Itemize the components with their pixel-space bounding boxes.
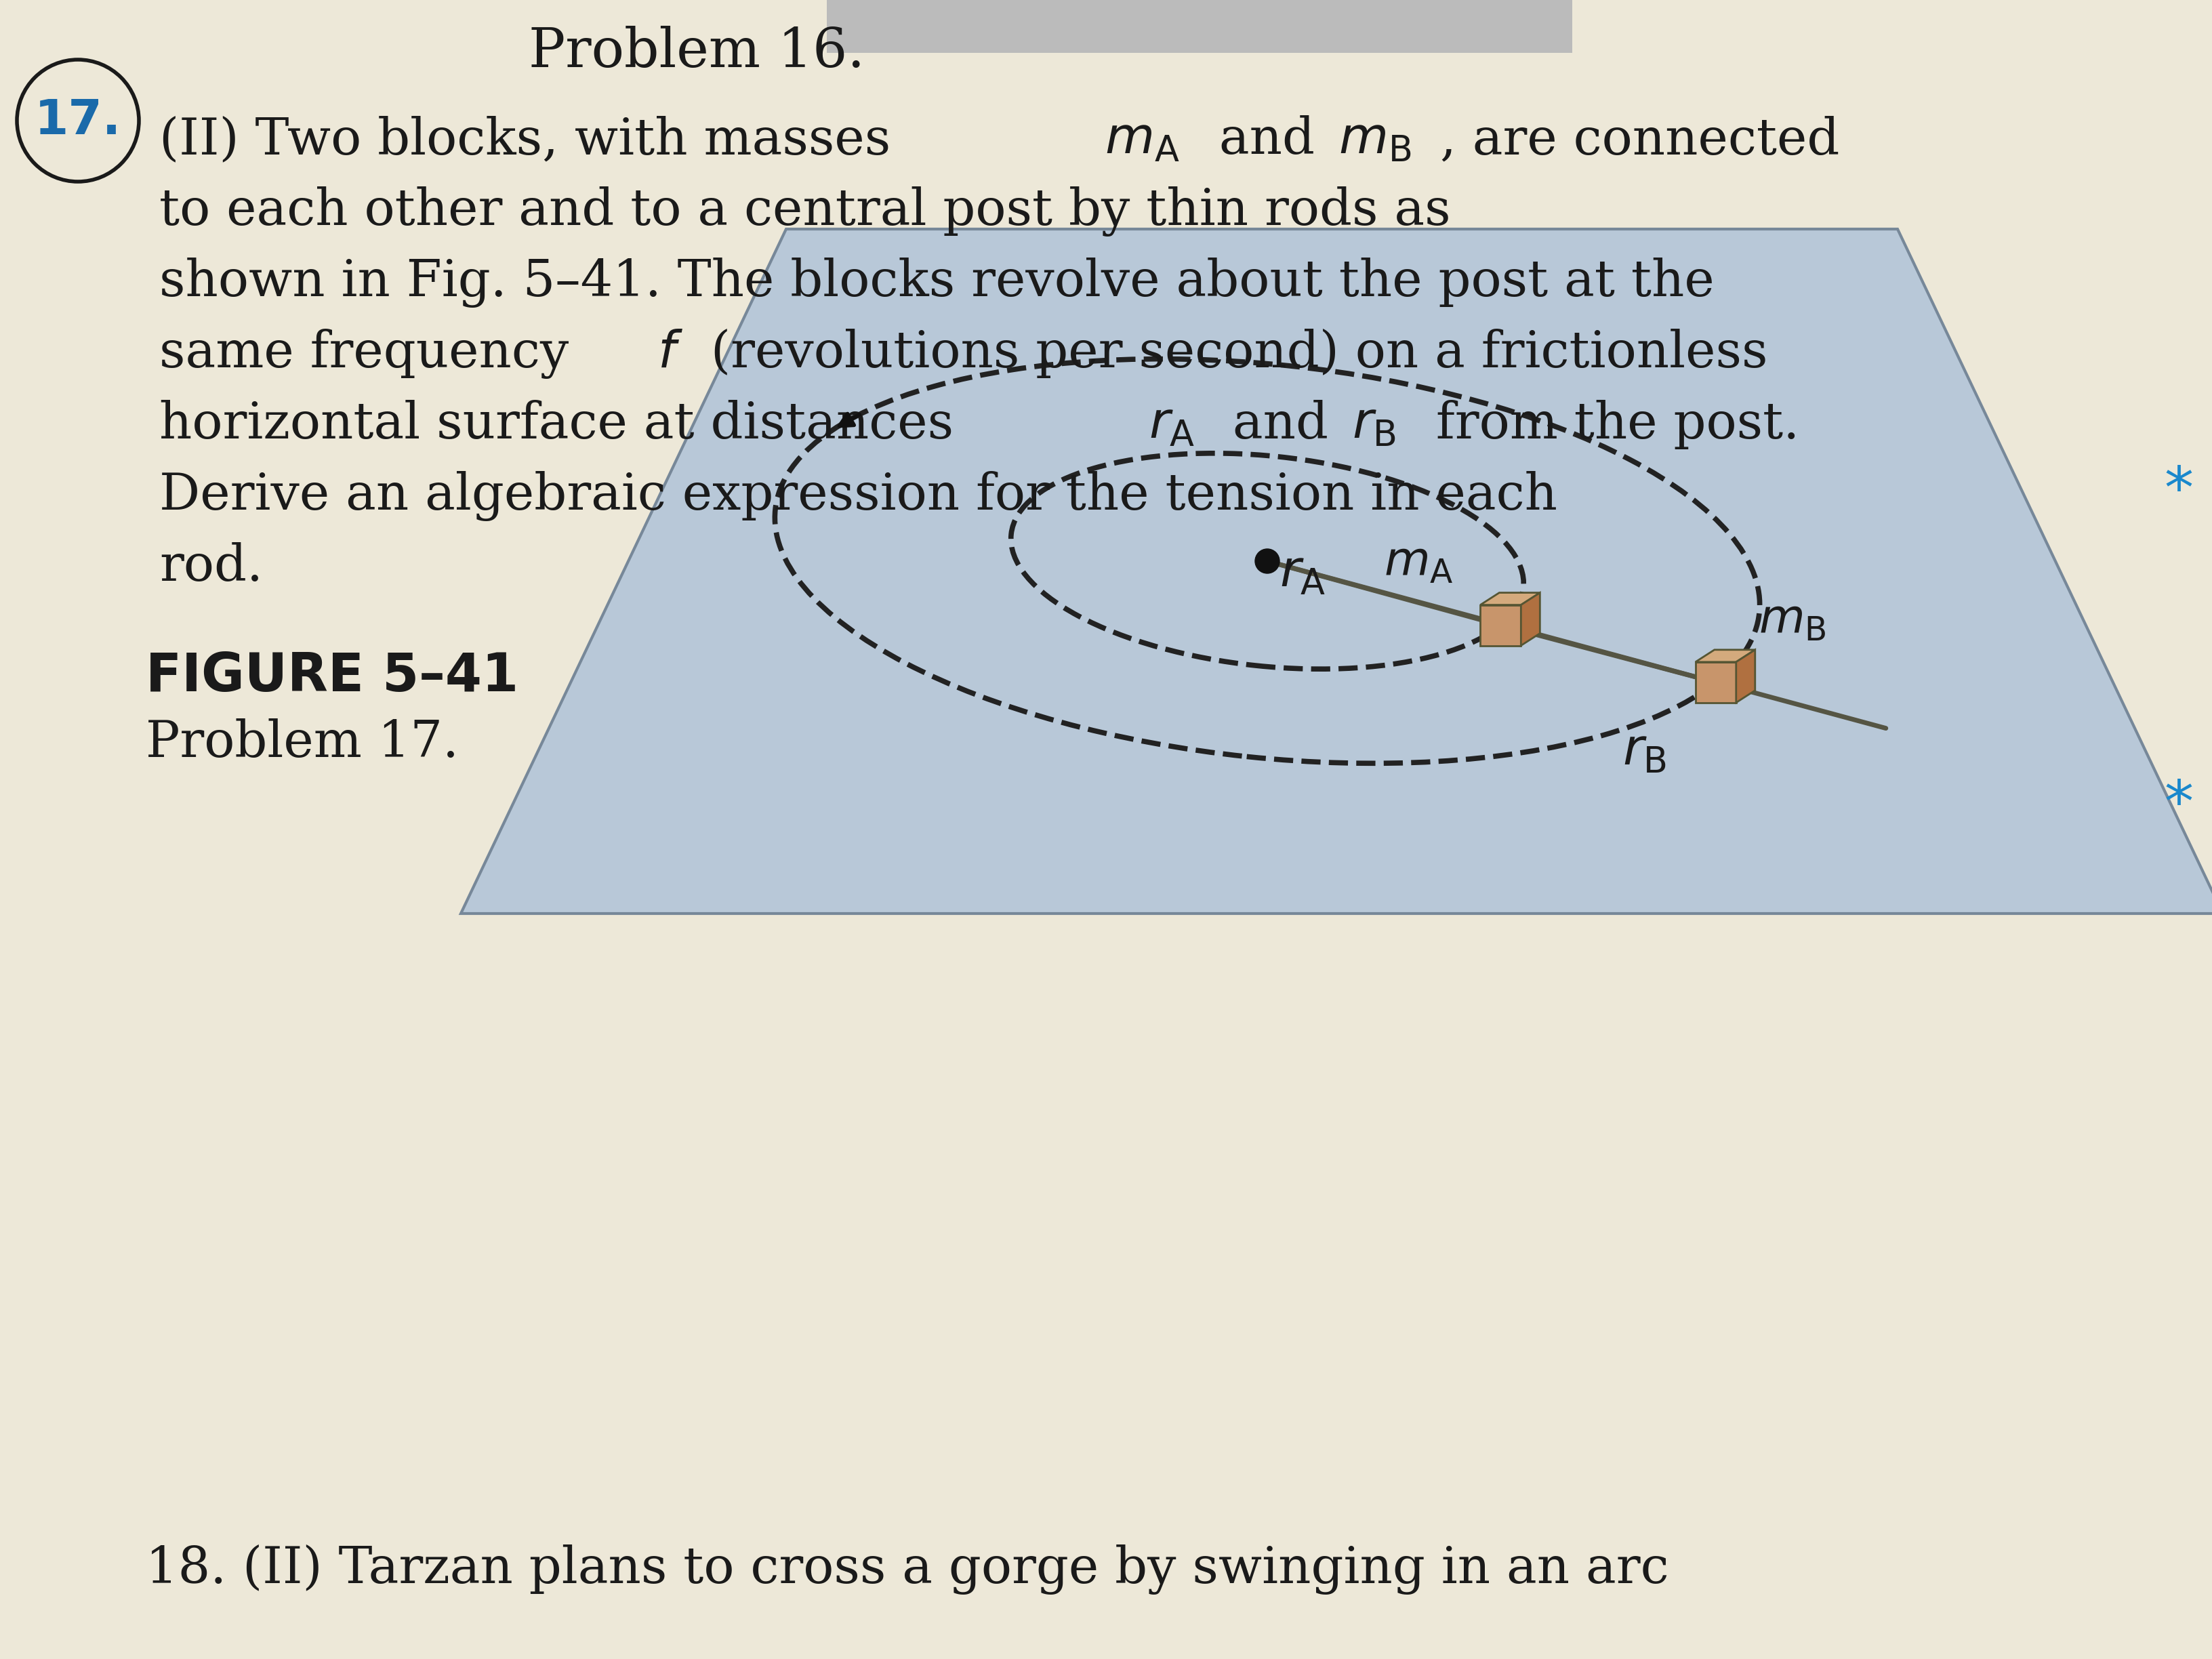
Text: (II) Two blocks, with masses: (II) Two blocks, with masses	[159, 114, 907, 164]
Polygon shape	[1480, 592, 1540, 606]
Text: 17.: 17.	[35, 98, 122, 144]
Text: shown in Fig. 5–41. The blocks revolve about the post at the: shown in Fig. 5–41. The blocks revolve a…	[159, 257, 1714, 307]
Text: $m_{\rm A}$: $m_{\rm A}$	[1104, 114, 1179, 164]
Text: $r_{\rm A}$: $r_{\rm A}$	[1279, 547, 1325, 597]
Text: same frequency: same frequency	[159, 328, 584, 378]
Text: $m_{\rm B}$: $m_{\rm B}$	[1759, 597, 1825, 644]
FancyBboxPatch shape	[1694, 662, 1736, 703]
Polygon shape	[1522, 592, 1540, 645]
FancyBboxPatch shape	[1480, 606, 1522, 645]
Text: Problem 17.: Problem 17.	[146, 718, 458, 768]
Text: from the post.: from the post.	[1420, 400, 1798, 450]
Text: , are connected: , are connected	[1440, 114, 1840, 164]
Text: and: and	[1217, 400, 1345, 450]
Text: $r_{\rm B}$: $r_{\rm B}$	[1352, 400, 1396, 450]
FancyBboxPatch shape	[827, 0, 1573, 53]
Text: $r_{\rm B}$: $r_{\rm B}$	[1621, 727, 1666, 775]
Text: $m_{\rm B}$: $m_{\rm B}$	[1338, 114, 1411, 164]
Text: $m_{\rm A}$: $m_{\rm A}$	[1385, 541, 1453, 586]
Text: (revolutions per second) on a frictionless: (revolutions per second) on a frictionle…	[695, 328, 1767, 378]
Text: *: *	[2163, 465, 2194, 521]
Circle shape	[1254, 549, 1279, 574]
Text: to each other and to a central post by thin rods as: to each other and to a central post by t…	[159, 186, 1451, 237]
Text: *: *	[2163, 778, 2194, 834]
Text: $r_{\rm A}$: $r_{\rm A}$	[1148, 400, 1194, 450]
Polygon shape	[1694, 650, 1754, 662]
Text: Problem 16.: Problem 16.	[529, 27, 865, 78]
Text: $f$: $f$	[657, 328, 684, 378]
Text: 18. (II) Tarzan plans to cross a gorge by swinging in an arc: 18. (II) Tarzan plans to cross a gorge b…	[146, 1545, 1668, 1594]
Text: rod.: rod.	[159, 542, 263, 592]
Polygon shape	[1736, 650, 1754, 703]
Text: horizontal surface at distances: horizontal surface at distances	[159, 400, 969, 450]
Polygon shape	[460, 229, 2212, 914]
Text: FIGURE 5–41: FIGURE 5–41	[146, 650, 518, 702]
Text: and: and	[1203, 114, 1332, 164]
Text: Derive an algebraic expression for the tension in each: Derive an algebraic expression for the t…	[159, 471, 1557, 521]
